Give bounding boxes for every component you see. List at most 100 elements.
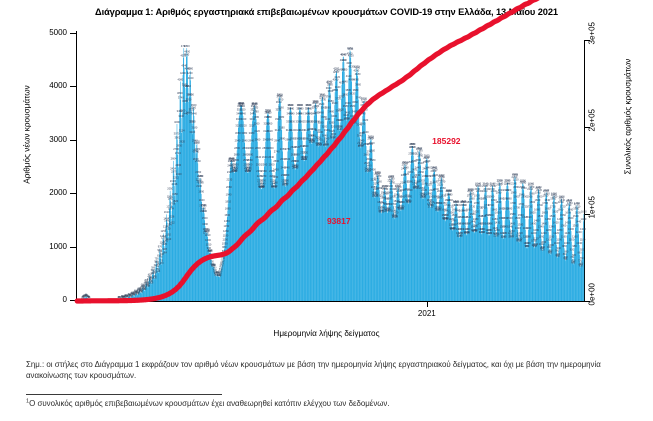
svg-text:2480: 2480 — [293, 163, 299, 167]
svg-text:2560: 2560 — [195, 159, 201, 163]
left-axis-tick — [70, 140, 76, 141]
svg-text:890: 890 — [209, 251, 214, 253]
svg-text:3520: 3520 — [250, 107, 256, 111]
svg-text:55: 55 — [121, 296, 124, 298]
svg-text:680: 680 — [571, 262, 576, 264]
svg-text:1560: 1560 — [488, 213, 494, 217]
svg-text:1220: 1220 — [517, 231, 523, 235]
svg-text:1700: 1700 — [434, 205, 440, 209]
svg-text:1700: 1700 — [436, 205, 442, 209]
svg-text:1800: 1800 — [466, 200, 472, 204]
svg-text:2300: 2300 — [281, 173, 287, 177]
svg-text:1360: 1360 — [561, 224, 567, 228]
svg-text:2300: 2300 — [401, 173, 407, 177]
svg-text:1560: 1560 — [224, 213, 230, 217]
svg-text:1860: 1860 — [550, 197, 556, 201]
svg-text:3680: 3680 — [328, 99, 334, 103]
svg-text:630: 630 — [211, 265, 216, 267]
svg-text:3124: 3124 — [179, 129, 185, 133]
svg-text:2040: 2040 — [433, 187, 439, 191]
svg-text:1800: 1800 — [399, 200, 405, 204]
svg-text:3380: 3380 — [266, 115, 272, 119]
svg-text:2940: 2940 — [242, 139, 248, 143]
svg-text:3580: 3580 — [313, 104, 319, 108]
svg-text:1340: 1340 — [502, 225, 508, 229]
svg-text:3440: 3440 — [304, 112, 310, 116]
svg-text:1940: 1940 — [551, 192, 557, 196]
svg-text:2120: 2120 — [496, 183, 502, 187]
svg-text:3400: 3400 — [350, 114, 356, 118]
svg-text:720: 720 — [221, 260, 226, 262]
svg-text:2100: 2100 — [476, 184, 482, 188]
svg-text:1800: 1800 — [558, 200, 564, 204]
svg-text:256: 256 — [146, 285, 151, 287]
svg-text:4640: 4640 — [347, 47, 353, 51]
svg-text:3660: 3660 — [276, 100, 282, 104]
svg-text:652: 652 — [157, 264, 162, 266]
svg-text:2100: 2100 — [387, 184, 393, 188]
svg-text:158: 158 — [134, 291, 139, 293]
svg-text:2300: 2300 — [439, 173, 445, 177]
svg-text:1718: 1718 — [166, 204, 172, 208]
svg-text:500: 500 — [216, 272, 221, 274]
svg-text:880: 880 — [564, 252, 569, 254]
svg-text:1990: 1990 — [198, 190, 204, 194]
svg-text:2604: 2604 — [171, 157, 177, 161]
svg-text:1100: 1100 — [222, 238, 228, 242]
svg-text:2040: 2040 — [394, 187, 400, 191]
svg-text:720: 720 — [572, 260, 577, 262]
svg-text:1900: 1900 — [429, 195, 435, 199]
svg-text:2740: 2740 — [367, 149, 373, 153]
svg-text:1900: 1900 — [399, 195, 405, 199]
svg-text:928: 928 — [162, 247, 167, 251]
svg-text:72: 72 — [125, 295, 128, 297]
svg-text:3440: 3440 — [298, 112, 304, 116]
svg-text:2140: 2140 — [483, 182, 489, 186]
svg-text:440: 440 — [217, 275, 222, 277]
svg-text:3000: 3000 — [315, 135, 321, 139]
svg-text:3440: 3440 — [296, 112, 302, 116]
svg-text:1880: 1880 — [437, 196, 443, 200]
svg-text:2980: 2980 — [299, 136, 305, 140]
svg-text:2860: 2860 — [358, 143, 364, 147]
svg-text:2840: 2840 — [300, 144, 306, 148]
svg-text:2280: 2280 — [430, 174, 436, 178]
svg-text:2040: 2040 — [527, 187, 533, 191]
svg-text:1840: 1840 — [445, 198, 451, 202]
svg-text:1220: 1220 — [553, 231, 559, 235]
svg-text:840: 840 — [160, 254, 165, 256]
svg-text:1080: 1080 — [516, 239, 522, 243]
svg-text:76: 76 — [127, 295, 130, 297]
svg-text:3880: 3880 — [332, 88, 338, 92]
svg-text:630: 630 — [212, 265, 217, 267]
svg-text:3520: 3520 — [240, 107, 246, 111]
svg-text:222: 222 — [140, 287, 145, 289]
svg-text:3540: 3540 — [298, 106, 304, 110]
svg-text:1080: 1080 — [163, 239, 169, 243]
svg-text:1980: 1980 — [496, 190, 502, 194]
svg-text:1840: 1840 — [447, 198, 453, 202]
svg-text:3760: 3760 — [339, 95, 345, 99]
svg-text:84: 84 — [128, 294, 131, 296]
svg-text:3640: 3640 — [238, 101, 244, 105]
svg-text:1380: 1380 — [517, 223, 523, 227]
svg-text:1220: 1220 — [486, 231, 492, 235]
svg-text:1720: 1720 — [399, 204, 405, 208]
svg-text:142: 142 — [135, 291, 140, 293]
svg-text:2080: 2080 — [536, 185, 542, 189]
svg-text:1840: 1840 — [199, 198, 205, 202]
svg-text:332: 332 — [149, 281, 154, 283]
svg-text:2800: 2800 — [234, 146, 240, 150]
svg-text:1660: 1660 — [567, 207, 573, 211]
svg-text:2080: 2080 — [226, 185, 232, 189]
svg-text:4080: 4080 — [333, 77, 339, 81]
svg-text:2720: 2720 — [300, 150, 306, 154]
svg-text:490: 490 — [216, 273, 221, 275]
svg-text:1800: 1800 — [428, 200, 434, 204]
svg-text:3200: 3200 — [331, 125, 337, 129]
svg-text:1820: 1820 — [406, 199, 412, 203]
svg-text:3100: 3100 — [317, 130, 323, 134]
svg-text:2360: 2360 — [418, 170, 424, 174]
svg-text:1780: 1780 — [474, 201, 480, 205]
svg-text:820: 820 — [572, 255, 577, 257]
